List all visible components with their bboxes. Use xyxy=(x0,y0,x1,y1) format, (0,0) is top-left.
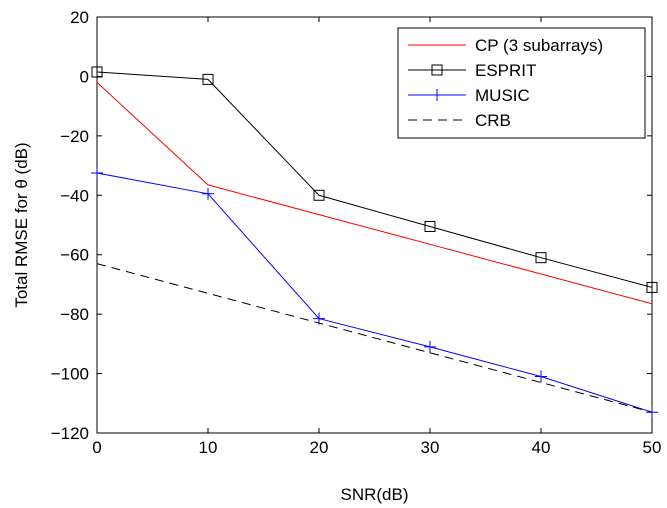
x-tick-label: 50 xyxy=(643,438,662,457)
x-tick-label: 0 xyxy=(92,438,101,457)
y-tick-label: −60 xyxy=(60,246,89,265)
data-point-esprit xyxy=(535,252,547,264)
x-axis-label: SNR(dB) xyxy=(340,485,408,504)
x-tick-label: 30 xyxy=(421,438,440,457)
legend-label-cp-3-subarrays: CP (3 subarrays) xyxy=(475,36,603,55)
x-tick-label: 10 xyxy=(199,438,218,457)
legend-label-crb: CRB xyxy=(475,111,511,130)
y-axis-label: Total RMSE for θ (dB) xyxy=(12,142,31,307)
y-tick-label: −120 xyxy=(51,424,89,443)
y-tick-label: −100 xyxy=(51,365,89,384)
data-point-esprit xyxy=(424,220,436,232)
data-point-music xyxy=(424,340,436,353)
series-line-crb xyxy=(96,263,653,413)
legend: CP (3 subarrays) ESPRIT MUSIC CRB xyxy=(397,27,646,139)
data-point-music xyxy=(91,167,103,179)
legend-marker-music xyxy=(431,89,443,101)
data-point-esprit xyxy=(202,73,214,85)
axis-layer: 0 10 20 30 40 50 20 0 −20 −40 −60 −80 −100 −120 xyxy=(51,8,662,457)
x-tick-label: 20 xyxy=(310,438,329,457)
series-line-esprit xyxy=(96,71,653,288)
series-layer xyxy=(91,66,658,419)
y-tick-label: −40 xyxy=(60,186,89,205)
y-tick-label: −80 xyxy=(60,305,89,324)
data-point-music xyxy=(202,187,214,200)
data-point-music xyxy=(535,370,547,383)
legend-label-music: MUSIC xyxy=(475,86,530,105)
series-line-cp-3-subarrays xyxy=(96,82,653,305)
y-tick-label: 20 xyxy=(70,8,89,27)
y-tick-label: 0 xyxy=(80,67,89,86)
data-point-esprit xyxy=(313,189,325,201)
legend-label-esprit: ESPRIT xyxy=(475,61,536,80)
x-tick-label: 40 xyxy=(532,438,551,457)
data-point-esprit xyxy=(646,281,658,293)
y-tick-label: −20 xyxy=(60,127,89,146)
series-line-music xyxy=(96,172,653,413)
data-point-esprit xyxy=(91,66,103,78)
legend-marker-esprit xyxy=(431,64,443,76)
